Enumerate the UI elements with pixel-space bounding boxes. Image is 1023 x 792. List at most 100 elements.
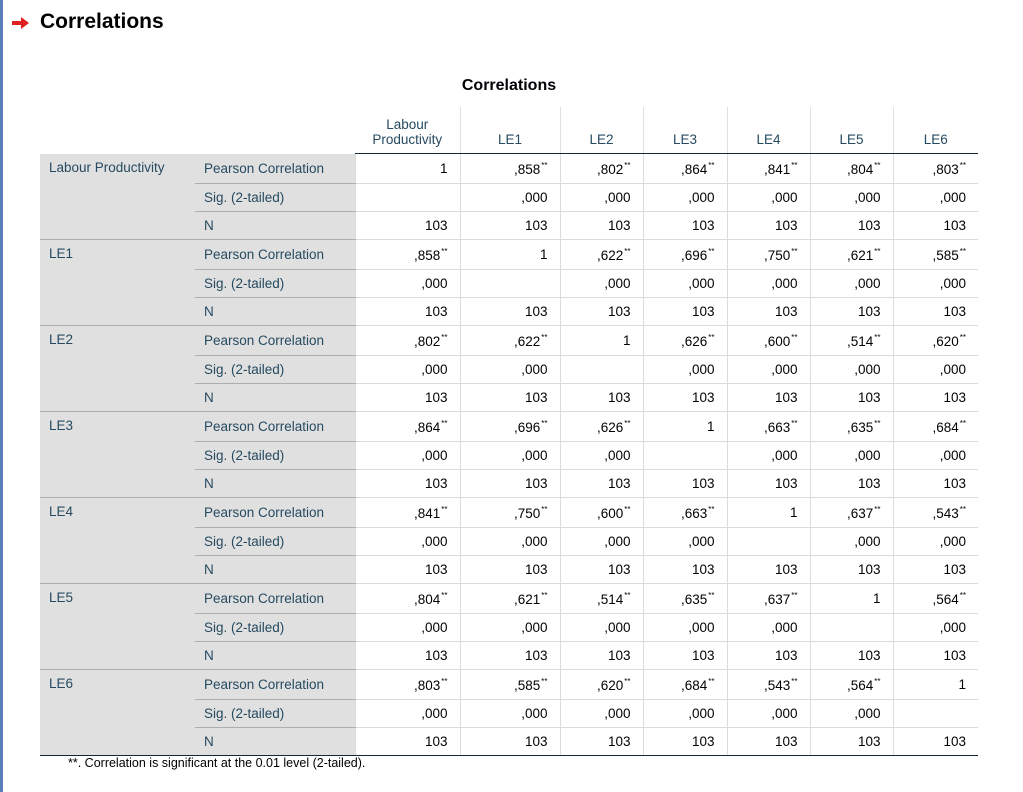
significance-mark: ** (624, 160, 631, 170)
value-cell: 103 (726, 211, 810, 240)
value-cell: ,000 (459, 613, 560, 642)
value-cell: 1 (642, 411, 727, 442)
table-row: LE5 Pearson Correlation ,804** ,621** ,514**… (40, 583, 978, 670)
value-cell: ,804** (354, 583, 460, 614)
value-cell: ,663** (642, 497, 727, 528)
value-cell: 103 (892, 383, 978, 412)
cell-value: ,864 (413, 419, 441, 435)
column-header: LE1 (459, 107, 560, 154)
value-cell: ,696** (642, 239, 727, 270)
value-cell: ,000 (559, 699, 643, 728)
cell-value: ,750 (763, 247, 791, 263)
value-cell: ,543** (892, 497, 978, 528)
column-header: LE2 (559, 107, 643, 154)
value-cell: ,000 (642, 527, 727, 556)
cell-value: ,803 (413, 677, 441, 693)
cell-value: ,585 (513, 677, 541, 693)
significance-mark: ** (708, 590, 715, 600)
value-cell: ,514** (809, 325, 893, 356)
value-cell: 103 (354, 555, 460, 584)
value-cell: 103 (726, 297, 810, 326)
statistic-label: N (195, 297, 355, 326)
significance-mark: ** (791, 332, 798, 342)
value-cell: 103 (459, 727, 560, 756)
significance-mark: ** (874, 504, 881, 514)
value-cell: 103 (809, 211, 893, 240)
value-cell: ,858** (459, 153, 560, 184)
value-cell (459, 269, 560, 298)
cell-value: ,626 (680, 333, 708, 349)
statistic-label: Pearson Correlation (195, 325, 355, 356)
value-cell: ,564** (809, 669, 893, 700)
value-cell: ,637** (809, 497, 893, 528)
statistic-label: N (195, 383, 355, 412)
value-cell: 103 (459, 297, 560, 326)
value-cell: ,635** (809, 411, 893, 442)
column-header: Labour Productivity (355, 107, 460, 154)
value-cell: ,802** (559, 153, 643, 184)
cell-value: ,564 (846, 677, 874, 693)
value-cell: ,803** (354, 669, 460, 700)
value-cell: 103 (559, 727, 643, 756)
value-cell: 103 (642, 297, 727, 326)
cell-value: ,622 (596, 247, 624, 263)
value-cell: ,000 (459, 699, 560, 728)
value-cell: 103 (809, 469, 893, 498)
cell-value: ,585 (932, 247, 959, 263)
variable-label: LE4 (40, 497, 195, 584)
significance-mark: ** (541, 504, 548, 514)
table-row: LE1 Pearson Correlation ,858** 1,622** ,696*… (40, 239, 978, 326)
window-edge (0, 0, 3, 792)
significance-mark: ** (874, 160, 881, 170)
cell-value: ,841 (413, 505, 441, 521)
variable-label: LE1 (40, 239, 195, 326)
column-header: LE4 (726, 107, 810, 154)
value-cell: ,000 (354, 441, 460, 470)
value-cell: ,000 (809, 527, 893, 556)
value-cell: 103 (354, 469, 460, 498)
significance-mark: ** (441, 504, 448, 514)
value-cell: ,000 (642, 699, 727, 728)
value-cell: ,000 (809, 699, 893, 728)
value-cell: 103 (354, 727, 460, 756)
significance-mark: ** (441, 676, 448, 686)
value-cell: 103 (892, 211, 978, 240)
cell-value: ,804 (413, 591, 441, 607)
cell-value: ,804 (846, 161, 874, 177)
variable-label: LE2 (40, 325, 195, 412)
value-cell: ,803** (892, 153, 978, 184)
variable-label: LE3 (40, 411, 195, 498)
significance-mark: ** (624, 246, 631, 256)
value-cell: 103 (726, 641, 810, 670)
cell-value: ,635 (680, 591, 708, 607)
value-cell: ,000 (559, 613, 643, 642)
value-cell: ,000 (354, 527, 460, 556)
cell-value: ,864 (680, 161, 708, 177)
significance-mark: ** (541, 160, 548, 170)
significance-mark: ** (791, 246, 798, 256)
significance-mark: ** (959, 246, 966, 256)
value-cell: 103 (726, 383, 810, 412)
significance-mark: ** (708, 246, 715, 256)
output-title: Correlations (40, 10, 164, 33)
value-cell: ,000 (726, 183, 810, 212)
significance-mark: ** (708, 504, 715, 514)
value-cell: ,621** (809, 239, 893, 270)
statistic-label: Sig. (2-tailed) (195, 355, 355, 384)
cell-value: ,620 (596, 677, 624, 693)
corner-cell (40, 107, 195, 154)
value-cell: 1 (892, 669, 978, 700)
value-cell: ,600** (726, 325, 810, 356)
table-row: N 103 103 103 103 103 103 103 (40, 383, 978, 412)
cell-value: ,626 (596, 419, 624, 435)
value-cell: 103 (642, 555, 727, 584)
value-cell: ,802** (354, 325, 460, 356)
cell-value: ,684 (932, 419, 959, 435)
value-cell: ,000 (809, 269, 893, 298)
cell-value: ,858 (413, 247, 441, 263)
significance-mark: ** (541, 332, 548, 342)
value-cell: 103 (559, 297, 643, 326)
table-row: LE3 Pearson Correlation ,864** ,696** ,626**… (40, 411, 978, 498)
value-cell: ,000 (354, 269, 460, 298)
value-cell (809, 613, 893, 642)
